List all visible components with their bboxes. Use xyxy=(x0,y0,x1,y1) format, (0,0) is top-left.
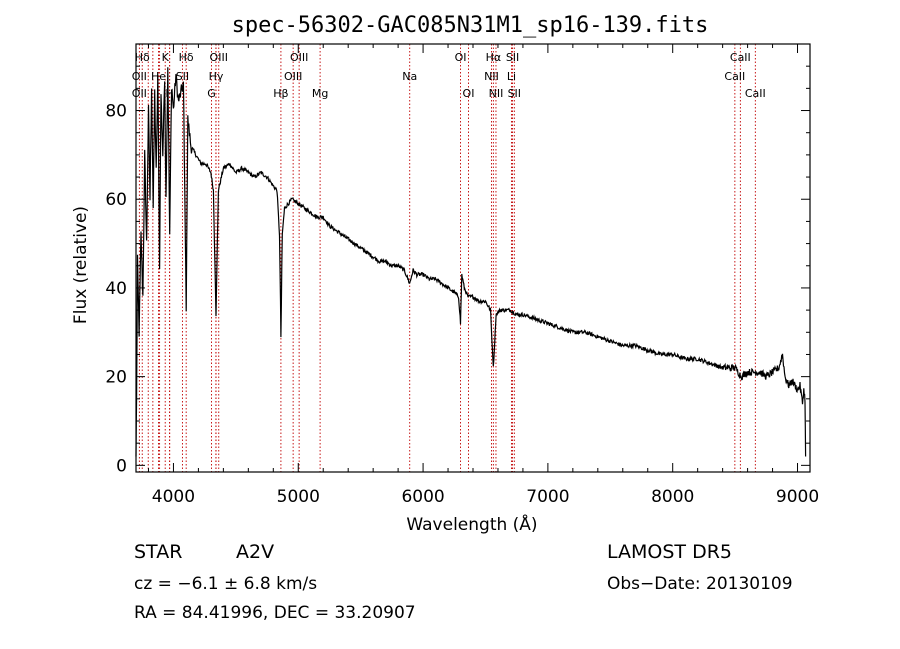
spectral-subclass: A2V xyxy=(236,541,275,563)
marker-label: OII xyxy=(132,87,147,100)
marker-label: OII xyxy=(132,70,147,83)
marker-label: Hδ xyxy=(179,51,194,64)
coordinates: RA = 84.41996, DEC = 33.20907 xyxy=(134,603,416,623)
marker-label: SII xyxy=(508,87,521,100)
marker-label: Hδ xyxy=(135,51,150,64)
marker-label: K xyxy=(162,51,170,64)
survey-name: LAMOST DR5 xyxy=(607,541,732,563)
marker-label: CaII xyxy=(730,51,751,64)
line-marker-labels: Hδ OII OII K He H Hδ SII OIII Hγ G Hβ OIII OIII Mg Na OI… xyxy=(132,51,766,100)
x-tick-label: 6000 xyxy=(401,487,444,507)
plot-frame xyxy=(135,43,811,473)
marker-label: CaII xyxy=(724,70,745,83)
x-tick-label: 4000 xyxy=(152,487,195,507)
marker-label: G xyxy=(207,87,216,100)
marker-label: OIII xyxy=(290,51,308,64)
y-axis-label: Flux (relative) xyxy=(71,206,91,324)
marker-label: CaII xyxy=(745,87,766,100)
redshift-cz: cz = −6.1 ± 6.8 km/s xyxy=(134,574,318,594)
marker-label: OIII xyxy=(210,51,228,64)
marker-label: SII xyxy=(176,70,189,83)
marker-label: OI xyxy=(455,51,467,64)
y-tick-label: 60 xyxy=(105,190,127,210)
marker-label: Hα xyxy=(486,51,502,64)
marker-label: He xyxy=(151,70,166,83)
marker-label: Na xyxy=(402,70,417,83)
observation-date: Obs−Date: 20130109 xyxy=(607,574,793,594)
marker-label: H xyxy=(165,87,173,100)
marker-label: OI xyxy=(463,87,475,100)
marker-label: Mg xyxy=(312,87,328,100)
x-tick-label: 5000 xyxy=(277,487,320,507)
line-markers xyxy=(138,44,756,472)
y-axis: 0 20 40 60 80 xyxy=(105,65,810,476)
object-type: STAR xyxy=(134,541,183,563)
y-tick-label: 80 xyxy=(105,102,127,122)
x-tick-label: 8000 xyxy=(651,487,694,507)
y-tick-label: 40 xyxy=(105,279,127,299)
x-axis: 4000 5000 6000 7000 8000 9000 xyxy=(147,44,819,507)
marker-label: NII xyxy=(489,87,504,100)
y-tick-label: 0 xyxy=(116,456,127,476)
chart-title: spec-56302-GAC085N31M1_sp16-139.fits xyxy=(232,13,709,38)
marker-label: OIII xyxy=(284,70,302,83)
marker-label: Hβ xyxy=(273,87,288,100)
marker-label: Hγ xyxy=(209,70,224,83)
x-axis-label: Wavelength (Å) xyxy=(406,513,537,535)
x-tick-label: 7000 xyxy=(526,487,569,507)
spectrum-line xyxy=(135,67,807,457)
marker-label: SII xyxy=(506,51,519,64)
marker-label: NII xyxy=(484,70,499,83)
x-tick-label: 9000 xyxy=(776,487,819,507)
y-tick-label: 20 xyxy=(105,368,127,388)
marker-label: Li xyxy=(507,70,516,83)
